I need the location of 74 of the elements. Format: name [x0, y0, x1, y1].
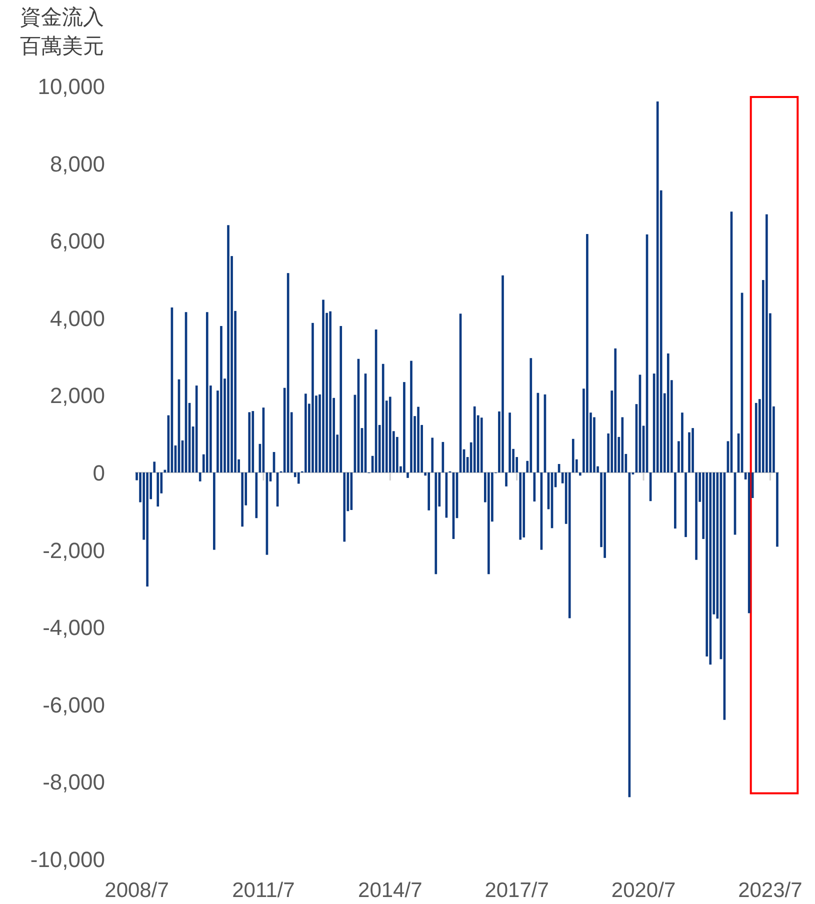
bar	[153, 462, 156, 472]
bar	[382, 364, 384, 472]
bar	[410, 360, 412, 472]
bar	[502, 275, 504, 472]
bar	[754, 402, 758, 472]
y-tick-label: 2,000	[50, 383, 105, 408]
bar	[388, 396, 392, 472]
bar	[297, 472, 300, 484]
bar	[530, 358, 532, 472]
bar	[508, 412, 511, 472]
y-tick-label: -4,000	[42, 615, 105, 640]
bar	[614, 348, 617, 472]
bar	[206, 312, 208, 472]
y-tick-label: -6,000	[42, 692, 105, 718]
bar	[568, 472, 571, 618]
bar	[227, 225, 230, 472]
bar	[688, 432, 690, 472]
bar	[312, 322, 314, 472]
y-axis-title: 資金流入百萬美元	[20, 6, 104, 58]
x-tick-label: 2023/7	[738, 879, 802, 902]
bar	[241, 472, 244, 527]
bar	[198, 472, 202, 482]
bar	[252, 411, 254, 472]
x-tick-label: 2014/7	[358, 879, 422, 902]
y-tick-label: -2,000	[42, 538, 105, 563]
bar	[674, 472, 676, 529]
bar	[692, 428, 694, 472]
bar	[434, 472, 438, 574]
bar	[343, 472, 346, 542]
y-tick-label: -10,000	[30, 847, 105, 872]
x-tick-label: 2008/7	[104, 879, 169, 902]
bar	[428, 472, 430, 510]
bar	[522, 472, 526, 538]
bar	[766, 214, 768, 472]
bar	[213, 472, 216, 550]
bar	[220, 326, 222, 472]
bar	[156, 472, 160, 507]
bar	[329, 311, 332, 472]
bar	[417, 406, 420, 472]
bar	[431, 438, 434, 472]
bar	[621, 417, 624, 472]
y-tick-label: 8,000	[50, 151, 105, 176]
bar	[473, 406, 476, 472]
bar	[579, 472, 582, 476]
bar	[666, 353, 670, 472]
x-tick-label: 2017/7	[484, 879, 549, 902]
bar	[255, 472, 258, 518]
bar	[505, 472, 508, 486]
bar	[776, 472, 778, 547]
bar	[146, 472, 148, 587]
bar	[695, 472, 698, 560]
bar	[656, 101, 659, 472]
y-tick-label: 4,000	[50, 306, 105, 331]
bar	[304, 394, 307, 472]
x-tick-label: 2011/7	[232, 879, 295, 902]
bar	[340, 326, 342, 472]
y-tick-label: 10,000	[38, 74, 105, 99]
bar	[480, 418, 483, 472]
bar	[406, 472, 409, 478]
x-tick-label: 2020/7	[611, 879, 676, 902]
bar	[681, 412, 684, 472]
bar	[403, 382, 406, 472]
y-tick-label: 6,000	[50, 228, 105, 254]
bar	[519, 472, 522, 540]
bar	[586, 234, 588, 472]
y-tick-label: -8,000	[42, 770, 105, 795]
bar	[322, 300, 324, 472]
y-tick-label: 0	[92, 460, 105, 486]
bar	[709, 472, 712, 665]
bar	[572, 438, 574, 472]
bar	[684, 472, 687, 538]
bar	[248, 412, 251, 472]
bar	[604, 472, 606, 558]
bar	[488, 472, 490, 574]
